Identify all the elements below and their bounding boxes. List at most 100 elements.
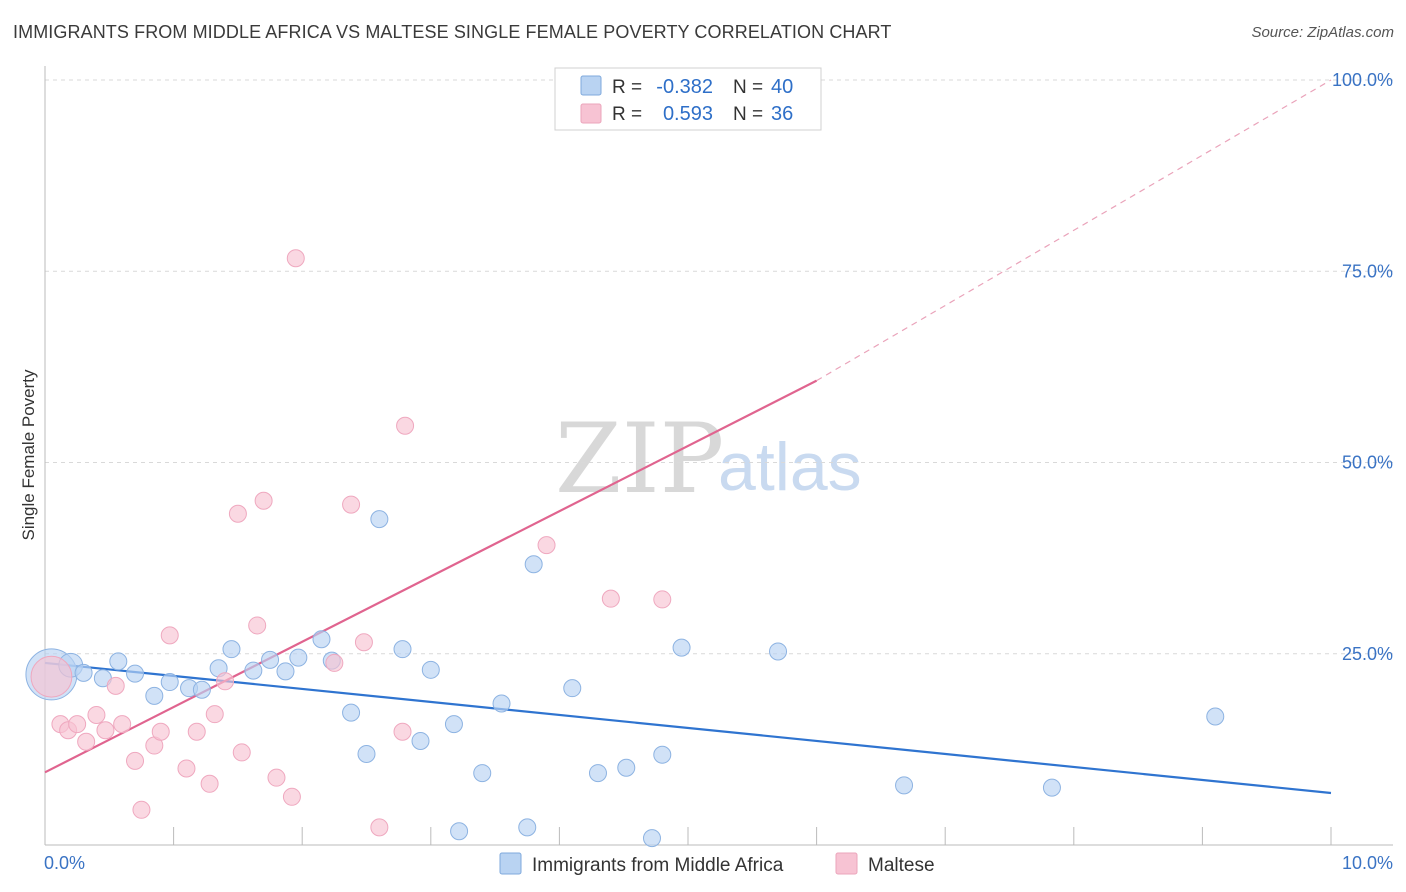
blue-point [411,731,430,750]
blue-point [617,758,636,777]
gridlines [45,79,1393,655]
pink-point [187,722,206,741]
series-legend-label: Immigrants from Middle Africa [532,855,784,876]
blue-point [524,555,543,574]
legend-r-label: R = [612,77,642,98]
watermark-zip: ZIP [555,403,724,515]
source-credit: Source: ZipAtlas.com [1251,24,1394,41]
pink-point [126,751,145,770]
pink-point [77,732,96,751]
y-tick-label: 100.0% [1332,70,1393,90]
pink-point [132,800,151,819]
pink-point [96,721,115,740]
blue-point [653,745,672,764]
blue-point [588,764,607,783]
blue-point [126,664,145,683]
blue-point [1042,778,1061,797]
blue-point [895,776,914,795]
blue-point [1206,707,1225,726]
x-tick-label: 10.0% [1342,853,1393,873]
blue-point [492,694,511,713]
pink-point [106,676,125,695]
legend-swatch-pink [580,103,602,124]
blue-point [642,829,661,848]
chart-title: IMMIGRANTS FROM MIDDLE AFRICA VS MALTESE… [13,22,892,42]
legend-r-value: -0.382 [656,76,713,98]
y-tick-label: 75.0% [1342,261,1393,281]
pink-point [177,759,196,778]
blue-point [244,661,263,680]
pink-point [342,495,361,514]
blue-point [370,510,389,529]
blue-point [473,764,492,783]
blue-point [563,679,582,698]
series-legend: Immigrants from Middle Africa Maltese [499,852,935,876]
y-axis-label: Single Female Poverty [19,369,38,541]
pink-point [87,705,106,724]
blue-point [518,818,537,837]
blue-point [109,652,128,671]
pink-point [537,536,556,555]
pink-point [160,626,179,645]
series-legend-swatch-blue [499,852,522,875]
legend-n-label: N = [733,77,763,98]
x-tick-label: 0.0% [44,853,85,873]
axes [44,66,1393,846]
blue-point [145,686,164,705]
blue-point [450,822,469,841]
pink-point [30,655,73,698]
blue-point [192,680,211,699]
watermark-atlas: atlas [718,429,862,505]
blue-point [276,662,295,681]
pink-point [393,722,412,741]
series-legend-swatch-pink [835,852,858,875]
legend-n-value: 36 [771,103,793,125]
pink-trend-line [44,379,818,774]
blue-point [222,640,241,659]
legend-r-label: R = [612,104,642,125]
pink-point [248,616,267,635]
blue-point [74,663,93,682]
pink-point [68,715,87,734]
trend-lines [44,79,1332,795]
blue-point [672,638,691,657]
pink-point [151,722,170,741]
legend-n-label: N = [733,104,763,125]
blue-point [769,642,788,661]
blue-point [160,673,179,692]
pink-point [653,590,672,609]
correlation-legend: R = -0.382 N = 40 R = 0.593 N = 36 [554,67,822,131]
pink-point [200,774,219,793]
blue-trend-line [44,661,1332,795]
pink-point [396,416,415,435]
blue-point [421,660,440,679]
y-tick-label: 25.0% [1342,644,1393,664]
tick-labels: 25.0% 50.0% 75.0% 100.0% 0.0% 10.0% [44,70,1393,873]
pink-point [354,633,373,652]
blue-point [289,648,308,667]
blue-point [357,744,376,763]
pink-point [286,249,305,268]
y-tick-label: 50.0% [1342,453,1393,473]
blue-point [393,640,412,659]
pink-point [228,504,247,523]
pink-point [254,491,273,510]
pink-point [325,653,344,672]
pink-point [601,589,620,608]
data-points [25,71,1225,848]
blue-point [444,715,463,734]
pink-point [205,705,224,724]
blue-point [261,650,280,669]
pink-point [113,715,132,734]
legend-r-value: 0.593 [663,103,713,125]
pink-point [370,818,389,837]
pink-trend-extension [816,79,1332,382]
blue-point [342,703,361,722]
pink-point [267,768,286,787]
pink-point [232,743,251,762]
series-legend-label: Maltese [868,855,935,876]
pink-point [216,672,235,691]
blue-point [312,630,331,649]
legend-swatch-blue [580,75,602,96]
